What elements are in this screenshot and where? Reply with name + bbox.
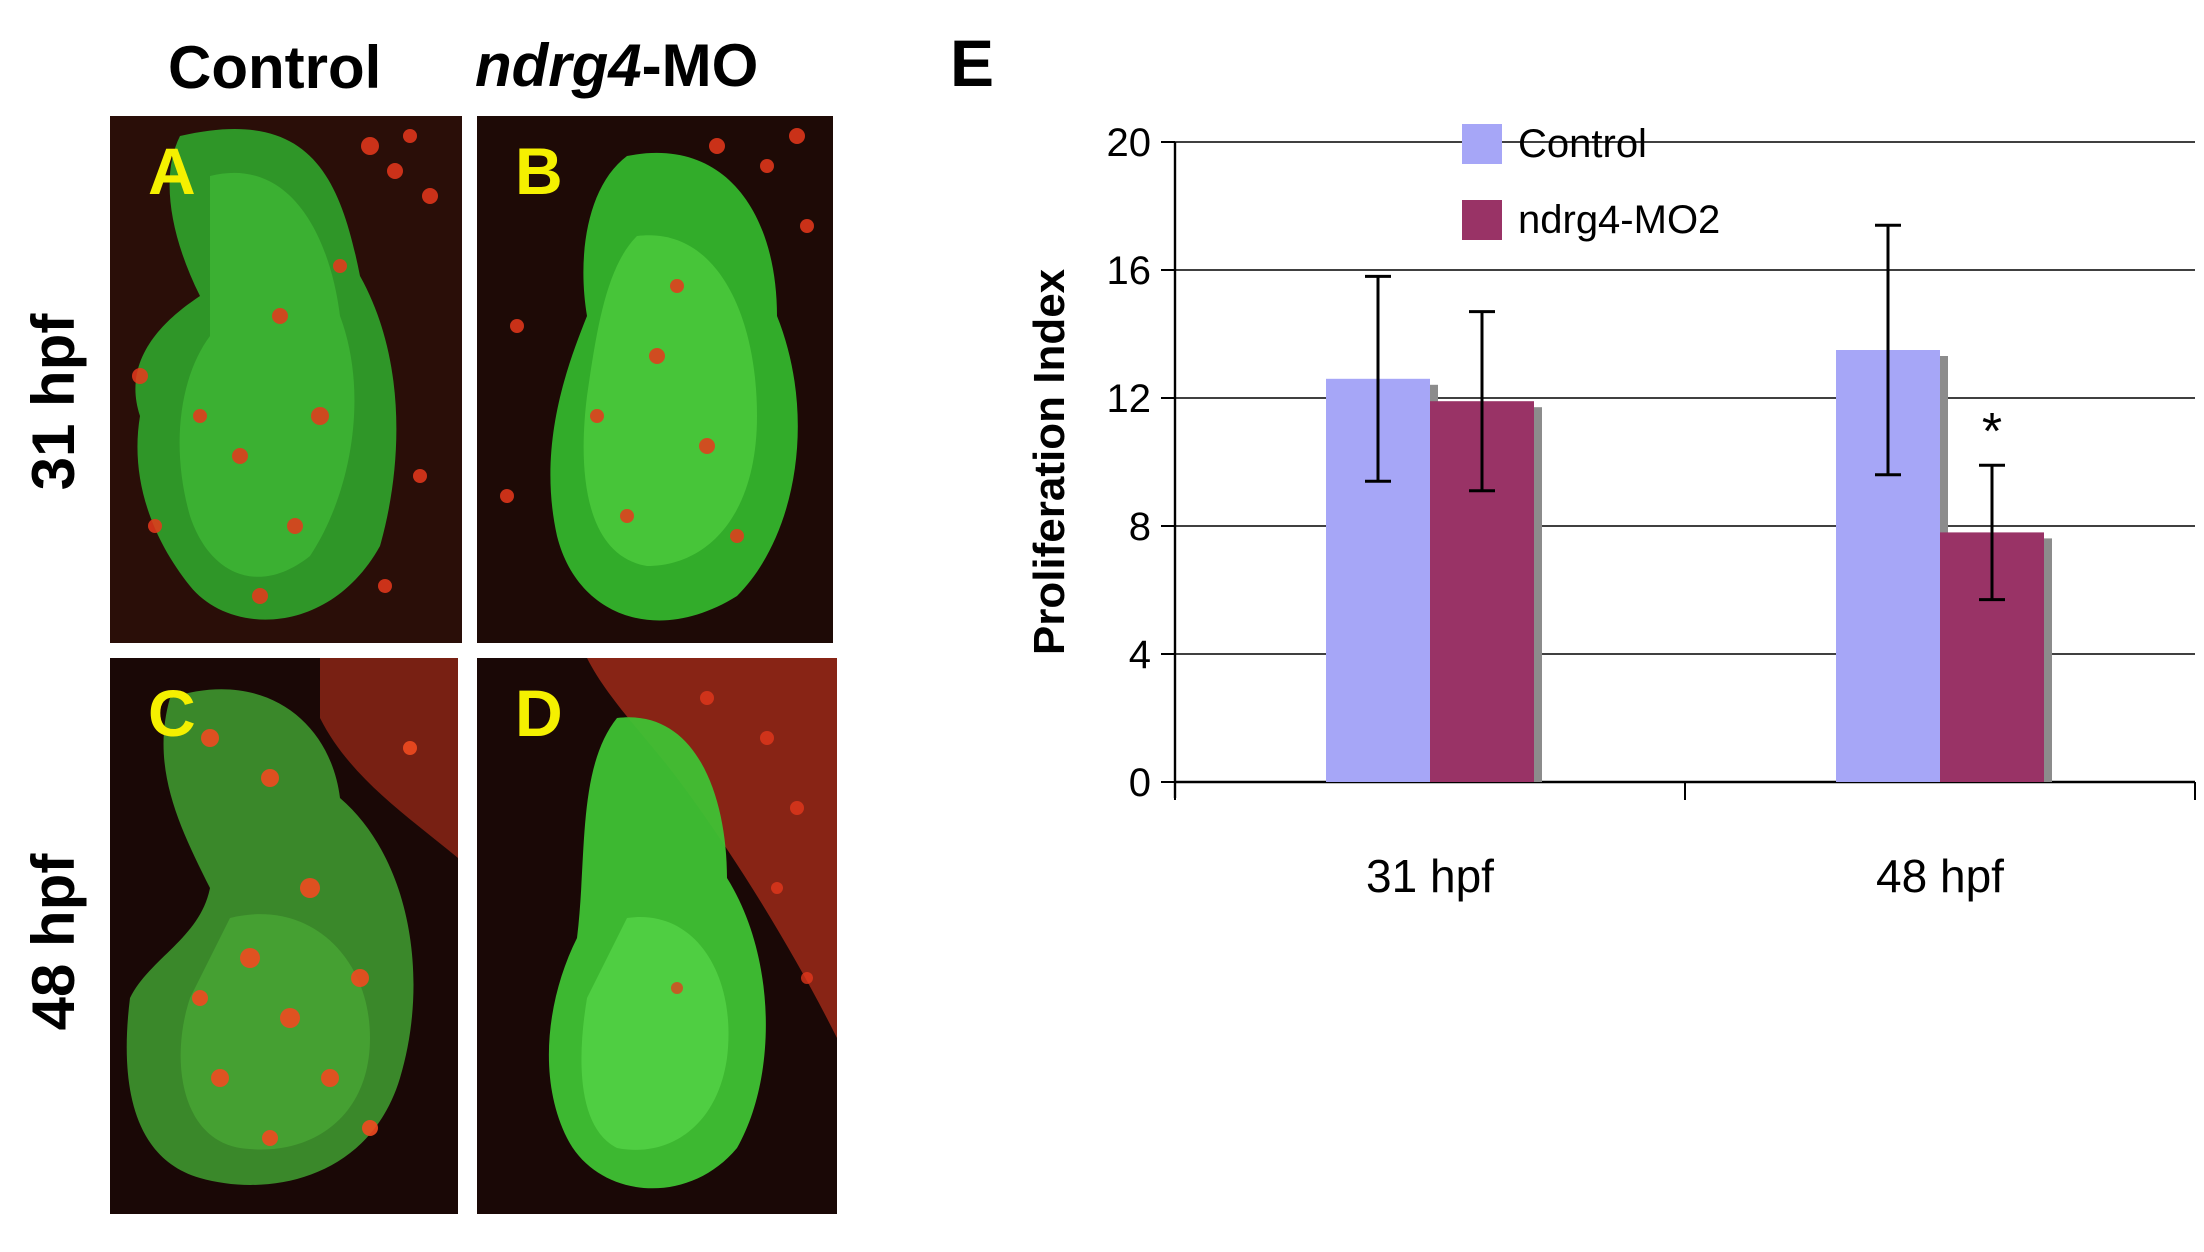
y-tick-label: 20	[1107, 121, 1152, 165]
panel-letter-e: E	[950, 26, 995, 100]
column-label-morphant: ndrg4-MO	[475, 36, 758, 96]
micrograph-panel-d: D	[477, 658, 837, 1214]
micrograph-d-image	[477, 658, 837, 1214]
y-tick-label: 12	[1107, 377, 1152, 421]
legend-label: ndrg4-MO2	[1518, 198, 1720, 242]
legend-label: Control	[1518, 122, 1647, 166]
panel-letter-c: C	[148, 676, 196, 750]
x-category-label: 31 hpf	[1366, 850, 1494, 902]
micrograph-a-image	[110, 116, 462, 643]
y-tick-label: 8	[1129, 505, 1151, 549]
y-tick-label: 4	[1129, 633, 1151, 677]
gene-name: ndrg4	[475, 32, 642, 99]
morphant-suffix: -MO	[641, 32, 759, 99]
y-tick-label: 0	[1129, 761, 1151, 805]
micrograph-panel-b: B	[477, 116, 833, 643]
row-label-48hpf: 48 hpf	[20, 853, 87, 1031]
panel-letter-d: D	[515, 676, 563, 750]
micrograph-panel-a: A	[110, 116, 462, 643]
x-category-label: 48 hpf	[1876, 850, 2004, 902]
y-tick-label: 16	[1107, 249, 1152, 293]
micrograph-b-image	[477, 116, 833, 643]
micrograph-panel-c: C	[110, 658, 458, 1214]
significance-marker: *	[1982, 403, 2002, 461]
legend-swatch	[1462, 200, 1502, 240]
row-label-31hpf: 31 hpf	[20, 313, 87, 491]
panel-letter-b: B	[515, 134, 563, 208]
legend-swatch	[1462, 124, 1502, 164]
column-label-control: Control	[168, 34, 382, 101]
micrograph-c-image	[110, 658, 458, 1214]
proliferation-chart: 0 4 8 12 16 20 31 hpf * 48 hpf Proliferation Inde…	[940, 40, 2204, 1247]
panel-letter-a: A	[148, 134, 196, 208]
y-axis-label: Proliferation Index	[1025, 268, 1074, 655]
chart-svg: 0 4 8 12 16 20 31 hpf * 48 hpf Proliferation Inde…	[1025, 121, 2196, 902]
